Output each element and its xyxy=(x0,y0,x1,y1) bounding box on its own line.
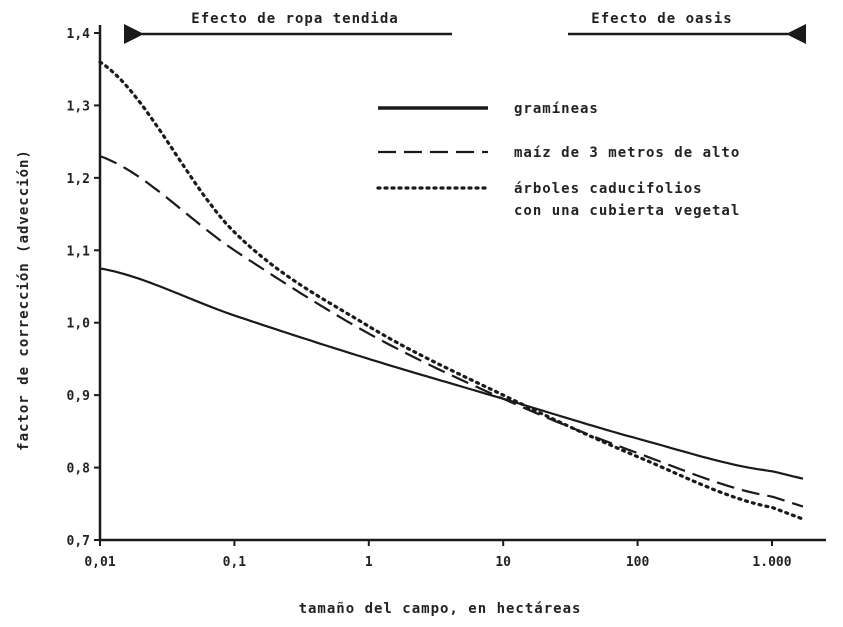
y-axis-title: factor de corrección (advección) xyxy=(16,149,32,451)
x-tick-label: 1 xyxy=(365,555,373,570)
x-tick-label: 0,1 xyxy=(223,555,247,570)
series-line-solid xyxy=(99,267,804,480)
legend: gramíneas maíz de 3 metros de alto árboles… xyxy=(376,101,740,219)
series-line-dashed xyxy=(99,155,804,508)
x-tick-label: 0,01 xyxy=(84,555,115,570)
y-tick-label: 0,7 xyxy=(67,534,90,549)
y-tick-label: 1,4 xyxy=(67,27,91,42)
effect-annotations: Efecto de ropa tendida Efecto de oasis xyxy=(124,11,806,44)
y-tick-label: 1,2 xyxy=(67,172,90,187)
annotation-right-text: Efecto de oasis xyxy=(591,11,732,27)
legend-label: maíz de 3 metros de alto xyxy=(514,145,740,161)
y-tick-label: 1,3 xyxy=(67,99,90,114)
series-line-dotted xyxy=(98,60,805,521)
axes xyxy=(98,25,826,542)
x-tick-label: 10 xyxy=(495,555,511,570)
x-tick-label: 100 xyxy=(626,555,650,570)
x-tick-label: 1.000 xyxy=(752,555,791,570)
y-tick-label: 1,0 xyxy=(67,317,91,332)
ticks: 0,7 0,8 0,9 1,0 1,1 1,2 1,3 1,4 0,01 0,1 1 10 100 1.0… xyxy=(67,27,792,570)
x-axis-title: tamaño del campo, en hectáreas xyxy=(299,601,582,617)
legend-label: con una cubierta vegetal xyxy=(514,203,740,219)
annotation-left-text: Efecto de ropa tendida xyxy=(191,11,398,27)
y-tick-label: 0,9 xyxy=(67,389,90,404)
legend-label: gramíneas xyxy=(514,101,599,117)
legend-label: árboles caducifolios xyxy=(514,181,703,197)
y-tick-label: 1,1 xyxy=(67,244,91,259)
y-tick-label: 0,8 xyxy=(67,462,91,477)
series-layer xyxy=(98,60,805,521)
